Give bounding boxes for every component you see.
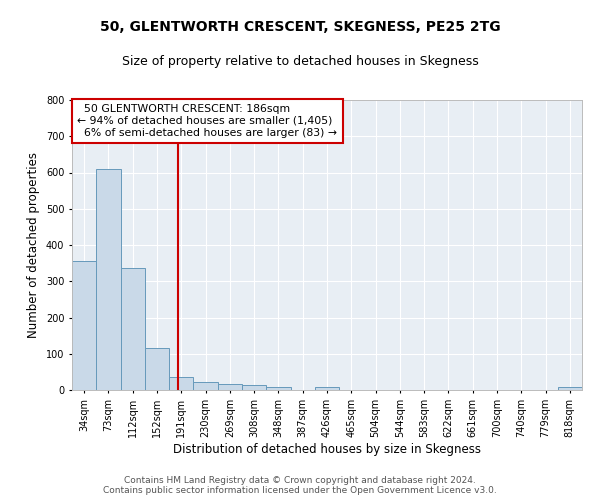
Bar: [145, 348, 169, 390]
Bar: [242, 386, 266, 390]
Text: 50, GLENTWORTH CRESCENT, SKEGNESS, PE25 2TG: 50, GLENTWORTH CRESCENT, SKEGNESS, PE25 …: [100, 20, 500, 34]
Y-axis label: Number of detached properties: Number of detached properties: [28, 152, 40, 338]
Bar: [315, 386, 339, 390]
Bar: [193, 382, 218, 390]
Text: 50 GLENTWORTH CRESCENT: 186sqm
← 94% of detached houses are smaller (1,405)
  6%: 50 GLENTWORTH CRESCENT: 186sqm ← 94% of …: [77, 104, 337, 138]
Bar: [169, 377, 193, 390]
Bar: [558, 387, 582, 390]
Text: Size of property relative to detached houses in Skegness: Size of property relative to detached ho…: [122, 55, 478, 68]
X-axis label: Distribution of detached houses by size in Skegness: Distribution of detached houses by size …: [173, 442, 481, 456]
Bar: [218, 384, 242, 390]
Bar: [96, 168, 121, 390]
Text: Contains HM Land Registry data © Crown copyright and database right 2024.
Contai: Contains HM Land Registry data © Crown c…: [103, 476, 497, 495]
Bar: [266, 386, 290, 390]
Bar: [72, 260, 96, 390]
Bar: [121, 268, 145, 390]
